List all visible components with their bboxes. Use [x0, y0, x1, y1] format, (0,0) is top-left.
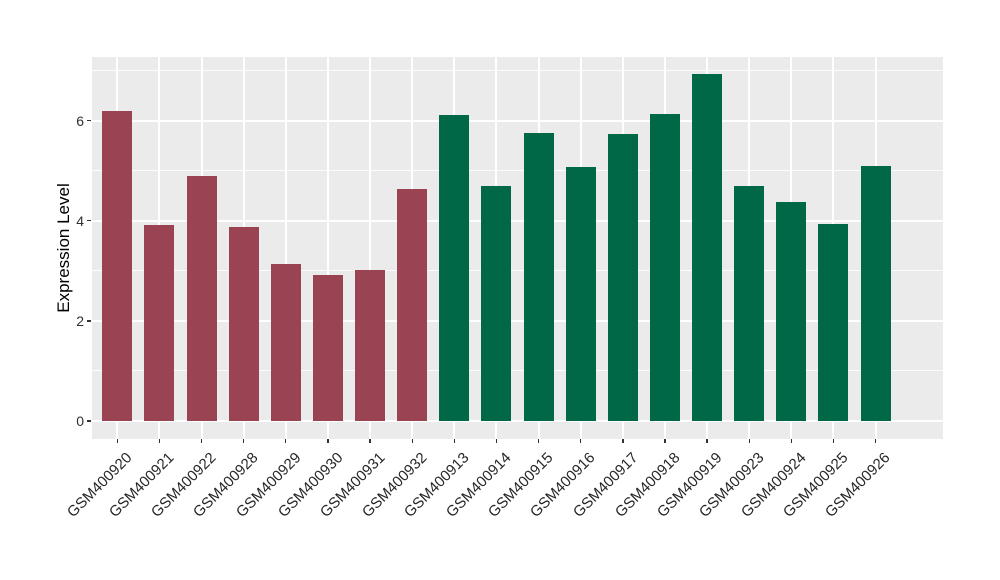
x-tick-mark [158, 439, 161, 443]
bar-GSM400919 [692, 74, 723, 421]
x-tick-mark [200, 439, 203, 443]
x-tick-mark [453, 439, 455, 443]
y-axis-title: Expression Level [54, 183, 73, 313]
bar-GSM400922 [186, 175, 217, 421]
bar-GSM400918 [649, 113, 680, 421]
bar-GSM400928 [228, 227, 259, 421]
bar-GSM400914 [481, 186, 512, 421]
bar-GSM400924 [776, 202, 807, 421]
x-tick-mark [622, 439, 624, 443]
vertical-gridline [369, 57, 372, 439]
bar-GSM400920 [102, 110, 133, 421]
y-tick-mark [87, 220, 91, 222]
y-tick-mark [87, 119, 91, 122]
bar-GSM400916 [565, 167, 596, 421]
bar-GSM400917 [607, 134, 638, 421]
x-tick-mark [664, 439, 666, 443]
x-tick-mark [580, 439, 582, 443]
bar-GSM400930 [312, 275, 343, 421]
vertical-gridline [326, 57, 329, 439]
x-tick-mark [116, 439, 118, 443]
x-tick-mark [832, 439, 835, 443]
y-tick-label: 2 [76, 312, 84, 329]
bar-GSM400923 [734, 185, 765, 421]
bar-GSM400921 [144, 224, 175, 421]
x-tick-mark [790, 439, 793, 443]
x-tick-mark [495, 439, 498, 443]
bar-GSM400926 [860, 165, 891, 421]
x-tick-mark [874, 439, 877, 443]
minor-gridline [92, 370, 943, 372]
bar-GSM400929 [270, 263, 301, 421]
x-tick-mark [285, 439, 287, 443]
x-tick-mark [327, 439, 329, 443]
x-tick-mark [706, 439, 708, 443]
y-tick-label: 6 [76, 112, 84, 129]
x-tick-mark [537, 439, 540, 443]
bar-GSM400913 [439, 114, 470, 421]
x-tick-mark [243, 439, 245, 443]
major-gridline [92, 119, 943, 122]
vertical-gridline [284, 57, 287, 439]
major-gridline [92, 419, 943, 422]
bar-GSM400932 [397, 189, 428, 421]
minor-gridline [92, 270, 943, 272]
minor-gridline [92, 70, 943, 72]
x-tick-mark [411, 439, 413, 443]
bar-GSM400915 [523, 133, 554, 421]
bar-GSM400925 [818, 224, 849, 421]
x-tick-mark [369, 439, 371, 443]
y-tick-mark [87, 320, 91, 322]
major-gridline [92, 319, 943, 322]
y-tick-mark [87, 420, 91, 422]
major-gridline [92, 219, 943, 222]
plot-panel [92, 57, 943, 439]
y-tick-label: 4 [76, 212, 84, 229]
bar-GSM400931 [355, 270, 386, 421]
x-tick-mark [748, 439, 750, 443]
minor-gridline [92, 170, 943, 172]
y-tick-label: 0 [76, 412, 84, 429]
